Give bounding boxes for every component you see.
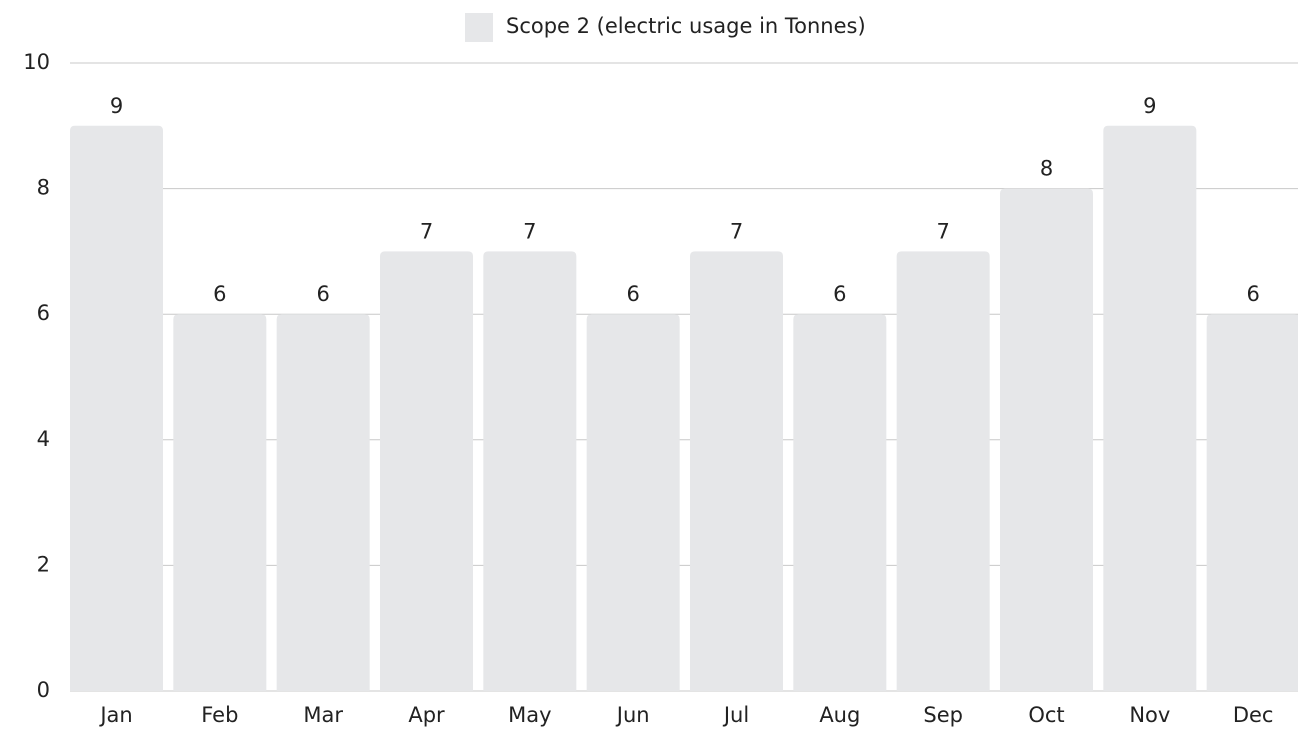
bar: [483, 251, 577, 691]
bar: [896, 251, 990, 691]
x-tick-label: Jan: [98, 703, 132, 727]
bar: [70, 125, 163, 692]
x-tick-label: Mar: [303, 703, 343, 727]
legend-swatch: [465, 13, 493, 42]
data-label: 8: [1040, 157, 1053, 181]
data-label: 9: [1143, 94, 1156, 118]
bar: [1103, 125, 1197, 692]
data-label: 7: [730, 219, 743, 243]
bar: [1206, 314, 1298, 691]
data-label: 6: [833, 282, 846, 306]
x-tick-label: Sep: [923, 703, 963, 727]
x-tick-label: Dec: [1233, 703, 1274, 727]
data-label: 6: [316, 282, 329, 306]
x-tick-label: Jul: [722, 703, 749, 727]
x-tick-label: Jun: [615, 703, 650, 727]
bar: [1000, 188, 1093, 691]
data-label: 6: [1246, 282, 1259, 306]
data-label: 7: [936, 219, 949, 243]
legend-label: Scope 2 (electric usage in Tonnes): [506, 14, 866, 38]
y-tick-label: 10: [23, 50, 50, 74]
y-tick-label: 8: [37, 176, 50, 200]
x-tick-label: Oct: [1028, 703, 1064, 727]
data-label: 7: [523, 219, 536, 243]
y-tick-label: 4: [37, 427, 50, 451]
x-tick-label: Apr: [408, 703, 445, 727]
bar: [173, 314, 267, 691]
y-tick-label: 2: [37, 552, 50, 576]
bar: [690, 251, 783, 691]
bar: [793, 314, 887, 691]
y-tick-label: 6: [37, 301, 50, 325]
x-tick-label: Aug: [819, 703, 860, 727]
data-label: 7: [420, 219, 433, 243]
data-label: 6: [626, 282, 639, 306]
data-label: 9: [110, 94, 123, 118]
data-label: 6: [213, 282, 226, 306]
bar: [276, 314, 370, 691]
x-tick-label: Feb: [201, 703, 238, 727]
x-tick-label: Nov: [1129, 703, 1170, 727]
y-tick-label: 0: [37, 678, 50, 702]
bar: [380, 251, 473, 691]
bar: [586, 314, 680, 691]
x-tick-label: May: [508, 703, 551, 727]
